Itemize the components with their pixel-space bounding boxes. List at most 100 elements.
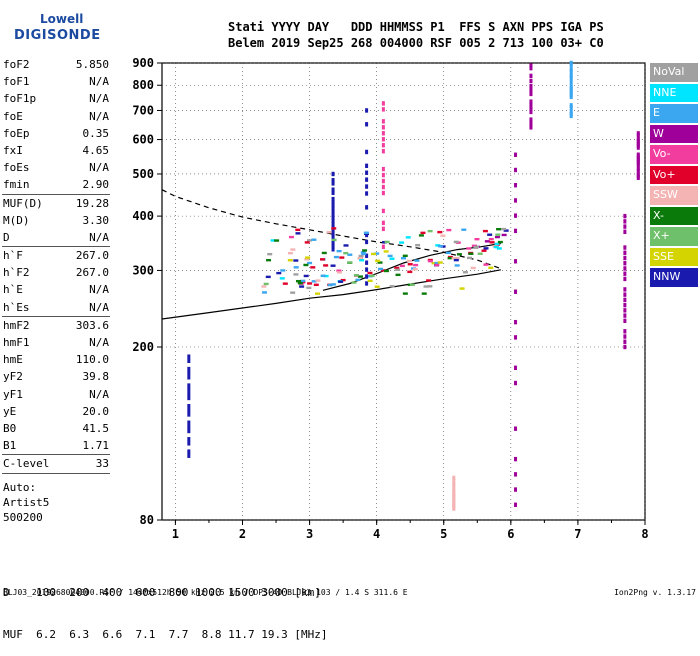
- param-value: N/A: [89, 230, 109, 244]
- echo-column-mark: [529, 89, 533, 94]
- echo-column-mark: [529, 86, 533, 91]
- echo-mark: [466, 247, 472, 250]
- echo-mark: [481, 249, 487, 252]
- echo-column-mark: [381, 143, 385, 148]
- echo-mark: [494, 242, 500, 246]
- echo-column-mark: [529, 63, 533, 68]
- echo-mark: [453, 258, 459, 262]
- echo-mark: [501, 227, 507, 231]
- param-value: N/A: [89, 283, 109, 297]
- param-row: foEs N/A: [0, 159, 112, 176]
- echo-column-mark: [452, 492, 456, 498]
- echo-column-mark: [187, 424, 191, 430]
- param-row: hmF2 303.6: [0, 317, 112, 334]
- echo-mark: [384, 240, 390, 244]
- y-tick-label: 700: [132, 103, 154, 117]
- echo-mark: [387, 254, 393, 258]
- param-value: 267.0: [75, 249, 109, 263]
- echo-column-mark: [569, 109, 573, 114]
- echo-mark: [306, 286, 312, 290]
- auto-program: Artist5: [3, 496, 50, 509]
- echo-mark: [360, 251, 366, 254]
- param-value: N/A: [89, 75, 109, 89]
- echo-mark: [440, 234, 446, 237]
- header-row-1: Stati YYYY DAY DDD HHMMSS P1 FFS S AXN P…: [228, 20, 604, 34]
- param-value: N/A: [89, 300, 109, 314]
- echo-column-mark: [569, 84, 573, 89]
- param-label: h`Es: [3, 300, 30, 314]
- echo-column-mark: [381, 184, 385, 190]
- echo-mark: [375, 259, 381, 263]
- echo-mark: [299, 285, 305, 288]
- echo-column-mark: [569, 103, 573, 108]
- echo-column-mark: [529, 109, 533, 115]
- param-row: fmin 2.90: [0, 176, 112, 193]
- echo-mark: [297, 281, 303, 285]
- echo-column-mark: [187, 412, 191, 417]
- legend-item: X-: [650, 206, 698, 225]
- echo-column-mark: [623, 318, 627, 324]
- echo-column-mark: [623, 313, 627, 318]
- echo-mark: [315, 292, 321, 295]
- echo-mark: [440, 245, 446, 248]
- param-row: foF1p N/A: [0, 90, 112, 107]
- muf-distance-row: D 100 200 400 600 800 1000 1500 3000 [km…: [3, 586, 321, 599]
- echo-column-mark: [623, 292, 627, 297]
- parameter-panel: foF2 5.850 foF1 N/A foF1p N/A foE N/A foEp 0.35 fx…: [0, 56, 112, 474]
- echo-column-mark: [636, 136, 640, 141]
- param-label: yF2: [3, 370, 23, 384]
- echo-column-mark: [365, 184, 369, 189]
- echo-mark: [462, 271, 468, 274]
- echo-column-mark: [569, 60, 573, 66]
- legend-item: Vo-: [650, 145, 698, 164]
- echo-column-mark: [331, 234, 335, 239]
- echo-mark: [336, 269, 342, 272]
- echo-mark: [282, 282, 288, 285]
- echo-mark: [434, 263, 440, 267]
- echo-column-mark: [529, 91, 533, 97]
- echo-column-mark: [381, 125, 385, 130]
- echo-column-mark: [331, 181, 335, 186]
- echo-column-mark: [514, 380, 518, 386]
- echo-column-mark: [331, 187, 335, 192]
- echo-column-mark: [331, 228, 335, 233]
- echo-mark: [290, 248, 296, 251]
- param-label: M(D): [3, 213, 30, 227]
- y-tick-label: 600: [132, 133, 154, 147]
- echo-column-mark: [529, 120, 533, 125]
- param-label: foF1: [3, 75, 30, 89]
- param-row: C-level 33: [0, 455, 112, 472]
- echo-column-mark: [365, 177, 369, 182]
- echo-mark: [488, 266, 494, 269]
- legend-item: NNE: [650, 83, 698, 102]
- y-tick-label: 80: [140, 513, 154, 527]
- echo-mark: [399, 241, 405, 244]
- echo-mark: [421, 292, 427, 295]
- echo-column-mark: [452, 489, 456, 494]
- echo-mark: [288, 235, 294, 239]
- auto-version: 500200: [3, 511, 43, 524]
- echo-mark: [407, 259, 413, 263]
- echo-column-mark: [381, 107, 385, 112]
- echo-mark: [359, 259, 365, 262]
- echo-mark: [413, 263, 419, 267]
- echo-mark: [431, 261, 437, 265]
- legend-item: NoVal: [650, 63, 698, 82]
- param-row: foE N/A: [0, 108, 112, 125]
- echo-column-mark: [331, 215, 335, 221]
- echo-mark: [357, 275, 363, 278]
- echo-column-mark: [365, 274, 369, 279]
- echo-mark: [488, 237, 494, 241]
- param-row: foF1 N/A: [0, 73, 112, 90]
- echo-column-mark: [623, 297, 627, 303]
- echo-column-mark: [381, 172, 385, 178]
- param-value: 4.65: [82, 143, 110, 157]
- param-value: 110.0: [75, 353, 109, 367]
- param-label: MUF(D): [3, 196, 43, 210]
- echo-column-mark: [365, 108, 369, 113]
- echo-column-mark: [636, 172, 640, 177]
- echo-column-mark: [529, 83, 533, 89]
- echo-mark: [339, 256, 345, 259]
- param-value: 0.35: [82, 126, 110, 140]
- echo-mark: [418, 234, 424, 237]
